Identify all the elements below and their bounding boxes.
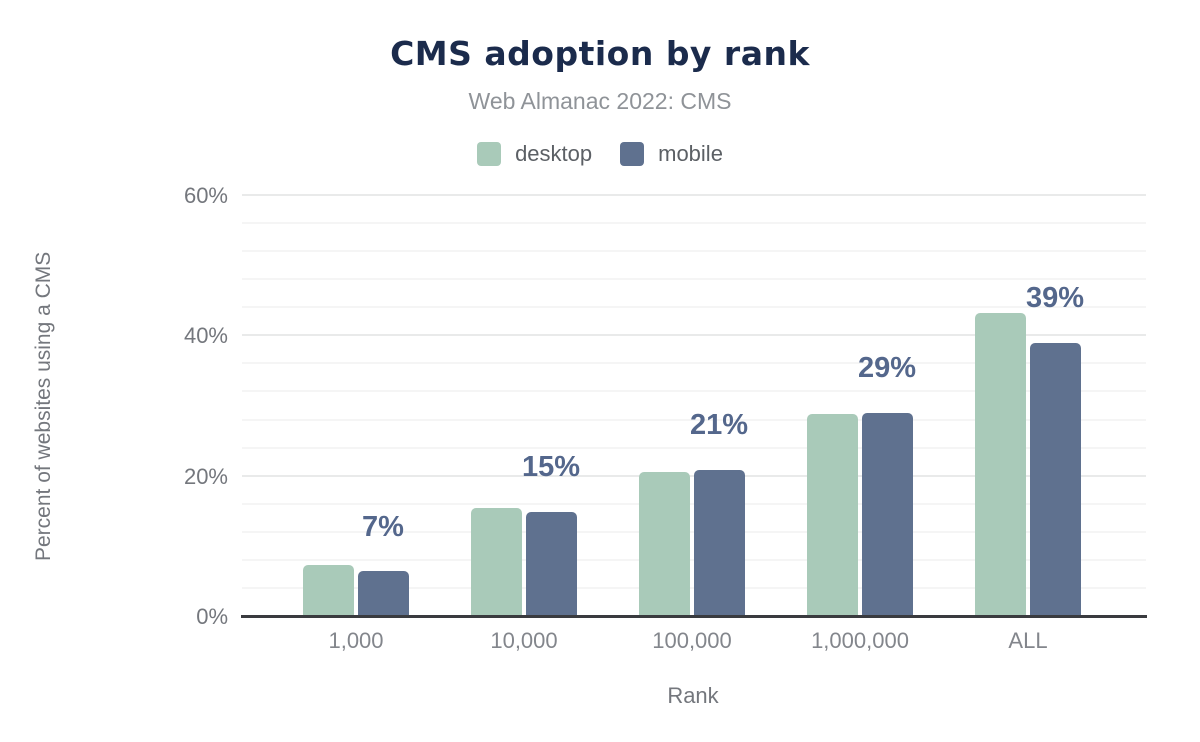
data-label-1000000: 29% <box>857 351 917 384</box>
bar-mobile-1000[interactable] <box>358 571 409 617</box>
plot-area: 7% 15% 21% 29% 39% <box>241 194 1147 618</box>
data-label-100000: 21% <box>689 409 749 442</box>
y-tick-label: 0% <box>196 604 228 629</box>
y-axis-ticks: 0% 20% 40% 60% <box>0 183 228 629</box>
bar-desktop-1000000[interactable] <box>807 414 858 617</box>
gridline-minor <box>242 222 1146 225</box>
legend-item-desktop[interactable]: desktop <box>477 141 592 167</box>
legend-label-mobile: mobile <box>658 141 723 166</box>
legend-label-desktop: desktop <box>515 141 593 166</box>
x-axis-line <box>241 615 1147 618</box>
legend: desktop mobile <box>0 141 1200 167</box>
bar-desktop-all[interactable] <box>975 313 1026 617</box>
data-label-10000: 15% <box>521 450 581 483</box>
gridline-minor <box>242 418 1146 421</box>
x-axis-title: Rank <box>667 683 719 708</box>
bars-row: 7% 15% 21% 29% 39% <box>272 196 1112 617</box>
gridline-major <box>242 334 1146 337</box>
y-tick-label: 40% <box>183 323 228 349</box>
data-label-1000: 7% <box>362 510 404 543</box>
bar-desktop-10000[interactable] <box>471 508 522 617</box>
legend-swatch-mobile-icon <box>620 142 645 166</box>
bar-mobile-all[interactable] <box>1030 342 1081 617</box>
legend-swatch-desktop-icon <box>477 142 502 166</box>
x-tick-all: ALL <box>1008 628 1048 653</box>
gridline-major <box>242 194 1146 196</box>
gridline-minor <box>242 306 1146 309</box>
bar-desktop-1000[interactable] <box>303 565 354 617</box>
bar-group-all: 39% <box>944 196 1112 617</box>
x-axis-ticks: 1,000 10,000 100,000 1,000,000 ALL <box>272 628 1112 654</box>
y-tick-label: 20% <box>183 463 228 489</box>
chart-subtitle: Web Almanac 2022: CMS <box>468 88 732 114</box>
y-tick-label: 60% <box>183 183 228 208</box>
x-tick-1000: 1,000 <box>328 628 384 653</box>
bar-mobile-10000[interactable] <box>526 511 577 617</box>
gridline-minor <box>242 250 1146 253</box>
x-tick-1000000: 1,000,000 <box>811 628 909 653</box>
gridline-minor <box>242 278 1146 281</box>
bar-group-10000: 15% <box>440 196 608 617</box>
bar-group-1000000: 29% <box>776 196 944 617</box>
bar-group-1000: 7% <box>272 196 440 617</box>
gridline-minor <box>242 446 1146 449</box>
chart-title: CMS adoption by rank <box>390 34 810 73</box>
bar-mobile-100000[interactable] <box>694 470 745 617</box>
x-tick-10000: 10,000 <box>490 628 558 653</box>
gridline-minor <box>242 390 1146 393</box>
gridline-minor <box>242 362 1146 365</box>
bar-group-100000: 21% <box>608 196 776 617</box>
x-tick-100000: 100,000 <box>652 628 732 653</box>
data-label-all: 39% <box>1025 281 1085 314</box>
legend-item-mobile[interactable]: mobile <box>620 141 723 167</box>
bar-desktop-100000[interactable] <box>639 472 690 617</box>
bar-mobile-1000000[interactable] <box>862 412 913 617</box>
